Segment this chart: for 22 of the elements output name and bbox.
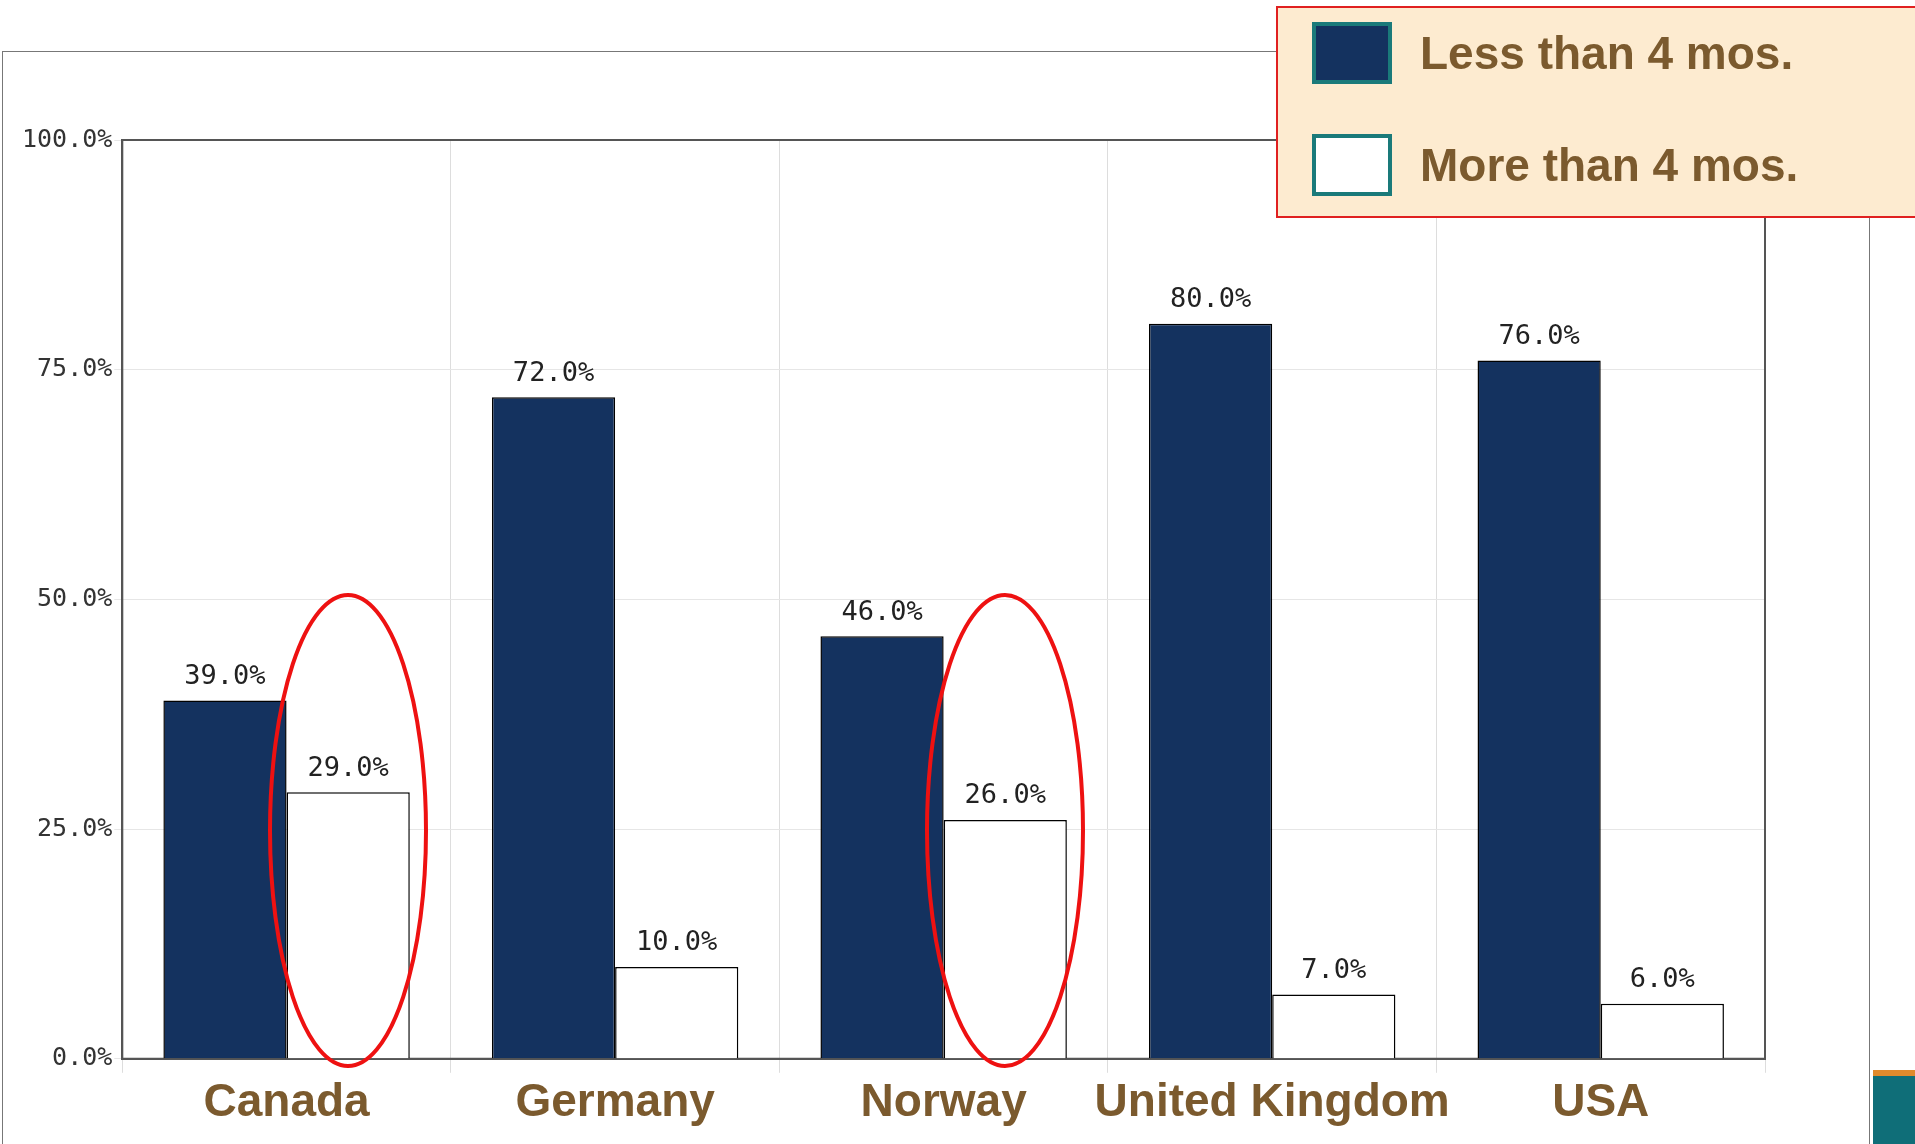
data-label: 6.0% <box>1629 962 1695 994</box>
data-label: 29.0% <box>307 750 389 782</box>
data-label: 26.0% <box>964 778 1046 810</box>
data-label: 10.0% <box>636 925 718 957</box>
y-tick-label: 100.0% <box>22 123 113 153</box>
x-tick-label: USA <box>1552 1074 1650 1127</box>
y-tick-label: 75.0% <box>37 353 113 383</box>
data-label: 80.0% <box>1169 282 1252 314</box>
y-tick-label: 50.0% <box>37 582 113 612</box>
x-tick-label: Germany <box>515 1074 716 1127</box>
data-label: 46.0% <box>841 594 923 626</box>
data-label: 7.0% <box>1301 953 1367 984</box>
legend-label: Less than 4 mos. <box>1420 26 1794 80</box>
x-tick-label: United Kingdom <box>1094 1074 1450 1127</box>
data-label: 72.0% <box>512 355 595 387</box>
data-label: 39.0% <box>184 658 266 690</box>
data-label: 76.0% <box>1498 319 1580 351</box>
legend-label: More than 4 mos. <box>1420 138 1799 192</box>
x-tick-label: Norway <box>860 1074 1028 1127</box>
y-tick-label: 0.0% <box>52 1042 113 1072</box>
x-tick-label: Canada <box>203 1074 371 1127</box>
y-tick-label: 25.0% <box>37 812 113 842</box>
